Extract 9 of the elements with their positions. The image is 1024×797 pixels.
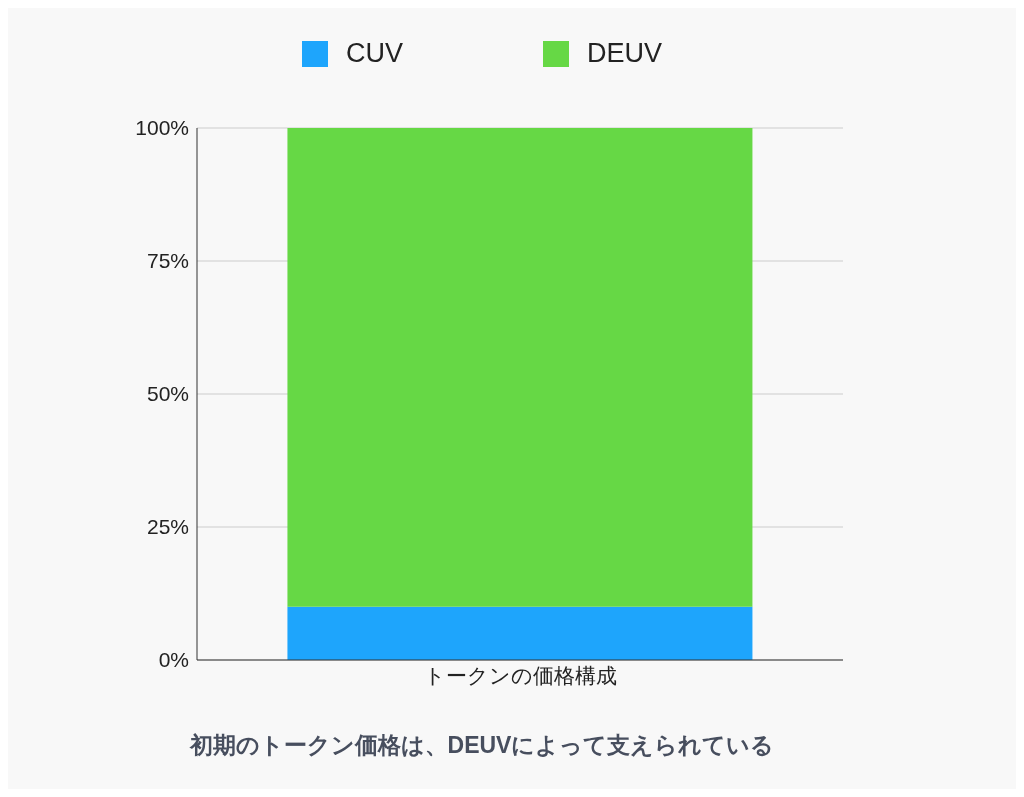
x-tick-label: トークンの価格構成 (423, 663, 617, 687)
y-tick-label: 50% (146, 382, 189, 406)
text: 初期のトークン価格は、DEUVによって支えられている (188, 731, 776, 760)
y-tick-label: 25% (146, 515, 189, 539)
y-tick-label: 100% (135, 116, 189, 140)
legend-label: DEUV (587, 38, 663, 69)
y-tick-label: 0% (158, 648, 189, 672)
legend-label: CUV (345, 38, 403, 69)
y-tick-label: 75% (146, 249, 189, 273)
